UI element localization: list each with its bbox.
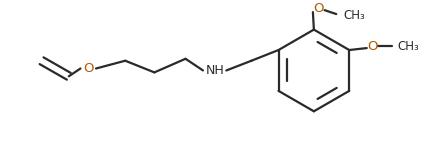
Text: CH₃: CH₃ — [343, 10, 365, 22]
Text: CH₃: CH₃ — [398, 40, 419, 53]
Text: O: O — [367, 40, 378, 53]
Text: O: O — [83, 62, 94, 75]
Text: NH: NH — [206, 64, 224, 77]
Text: O: O — [314, 2, 324, 15]
